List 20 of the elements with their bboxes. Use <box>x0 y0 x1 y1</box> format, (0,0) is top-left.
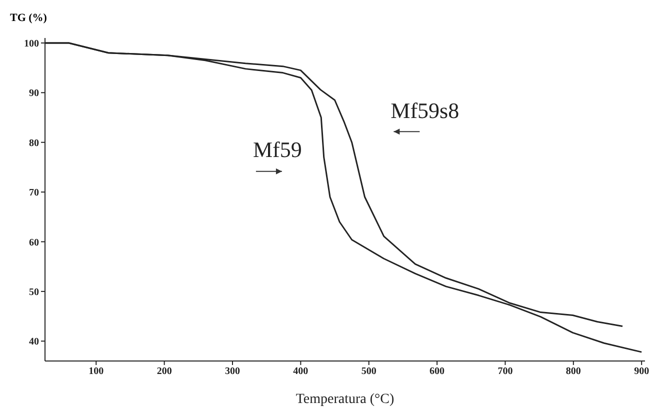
x-tick-label: 400 <box>293 366 308 378</box>
y-tick-label: 50 <box>29 286 39 298</box>
y-tick-label: 60 <box>29 237 39 248</box>
series-label: Mf59 <box>252 137 302 162</box>
x-tick-label: 800 <box>566 366 581 378</box>
y-tick-label: 80 <box>29 138 39 149</box>
x-axis-title: Temperatura (°C) <box>296 392 394 407</box>
x-tick-label: 100 <box>88 366 104 378</box>
y-tick-label: 40 <box>29 336 39 348</box>
y-tick-label: 70 <box>29 188 39 199</box>
series-label: Mf59s8 <box>390 98 460 123</box>
y-axis-title: TG (%) <box>10 12 47 24</box>
x-tick-label: 700 <box>498 366 513 378</box>
x-tick-label: 900 <box>634 366 650 378</box>
x-tick-label: 300 <box>225 366 240 378</box>
y-tick-label: 90 <box>29 88 39 100</box>
x-tick-label: 200 <box>156 366 172 378</box>
x-tick-label: 600 <box>430 366 445 378</box>
x-tick-label: 500 <box>361 366 376 378</box>
y-tick-label: 100 <box>24 38 39 50</box>
